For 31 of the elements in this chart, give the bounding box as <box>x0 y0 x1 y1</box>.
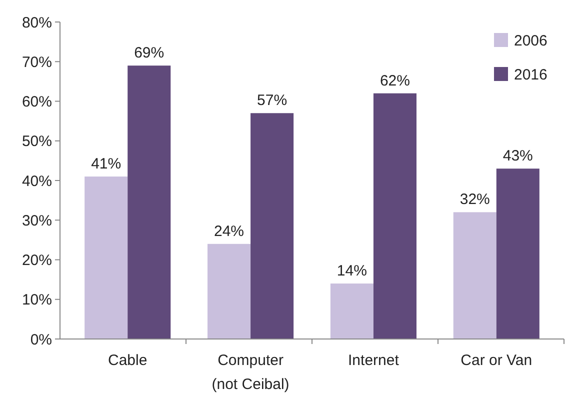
bar <box>496 168 540 339</box>
bar <box>453 212 496 339</box>
y-tick-label: 30% <box>22 212 52 230</box>
data-label: 62% <box>380 72 410 90</box>
x-tick-label: Computer (not Ceibal) <box>212 352 290 393</box>
bar <box>250 113 294 339</box>
data-label: 41% <box>91 156 122 173</box>
y-tick-label: 80% <box>22 14 52 32</box>
data-label: 24% <box>214 222 244 240</box>
y-tick-label: 0% <box>30 331 52 348</box>
bar <box>373 93 416 339</box>
x-tick-label: Internet <box>348 352 400 369</box>
data-label: 32% <box>460 191 490 208</box>
bar <box>330 284 374 339</box>
x-tick-label: Cable <box>108 352 148 369</box>
data-label: 43% <box>502 148 533 165</box>
y-tick-label: 60% <box>22 94 52 110</box>
bar <box>84 176 128 339</box>
legend-label: 2016 <box>514 66 548 84</box>
y-tick-label: 40% <box>22 172 52 190</box>
data-label: 57% <box>257 92 288 110</box>
y-tick-label: 70% <box>22 54 52 71</box>
bar <box>208 244 251 339</box>
x-tick-label: Car or Van <box>460 352 532 369</box>
y-tick-label: 20% <box>22 252 52 269</box>
y-tick-label: 50% <box>22 133 52 150</box>
data-label: 14% <box>336 262 367 280</box>
data-label: 69% <box>134 44 164 62</box>
y-tick-label: 10% <box>22 292 52 309</box>
bar <box>128 66 171 339</box>
legend-label: 2006 <box>514 32 548 50</box>
